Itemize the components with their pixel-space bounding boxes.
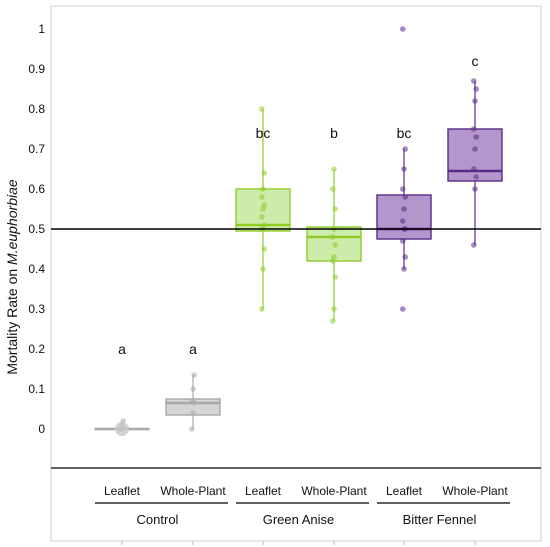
data-point <box>331 166 337 172</box>
significance-letter: bc <box>256 125 271 141</box>
box <box>376 194 432 240</box>
data-point <box>261 170 268 176</box>
data-point <box>471 78 477 84</box>
x-category-label: Whole-Plant <box>160 484 226 498</box>
data-point <box>259 306 265 312</box>
group-label: Green Anise <box>263 512 335 527</box>
data-point <box>259 214 265 220</box>
group-label: Control <box>137 512 179 527</box>
data-point <box>471 166 477 172</box>
data-point <box>260 186 266 192</box>
data-point <box>471 126 477 132</box>
y-tick-label: 0.1 <box>28 382 45 396</box>
data-point <box>400 218 406 224</box>
x-category-label: Leaflet <box>245 484 282 498</box>
y-tick-label: 0.5 <box>28 222 45 236</box>
data-point <box>331 306 337 312</box>
data-point <box>330 186 336 192</box>
data-point <box>401 166 407 172</box>
data-point <box>332 206 339 212</box>
significance-letter: b <box>330 125 338 141</box>
data-point <box>330 318 336 324</box>
significance-letter: a <box>189 341 197 357</box>
y-tick-label: 0 <box>38 422 45 436</box>
y-tick-label: 0.8 <box>28 102 45 116</box>
data-point <box>261 222 268 228</box>
y-tick-label: 0.9 <box>28 62 45 76</box>
significance-letter: bc <box>397 125 412 141</box>
y-axis-label: Mortality Rate on M.euphorbiae <box>4 179 20 375</box>
data-point <box>331 254 337 260</box>
y-tick-label: 1 <box>38 22 45 36</box>
data-point <box>330 234 336 240</box>
data-point <box>401 266 407 272</box>
data-point <box>189 398 195 404</box>
x-category-label: Whole-Plant <box>301 484 367 498</box>
data-point <box>259 194 265 200</box>
y-tick-label: 0.6 <box>28 182 45 196</box>
x-category-label: Leaflet <box>104 484 141 498</box>
data-point <box>332 274 339 280</box>
y-tick-label: 0.7 <box>28 142 45 156</box>
significance-letter: a <box>118 341 126 357</box>
data-point <box>400 306 406 312</box>
group-label: Bitter Fennel <box>403 512 477 527</box>
data-point <box>471 242 477 248</box>
data-point <box>115 422 129 436</box>
y-tick-label: 0.2 <box>28 342 45 356</box>
data-point <box>190 386 196 392</box>
data-point <box>473 174 480 180</box>
data-point <box>402 146 409 152</box>
data-point <box>261 246 268 252</box>
x-category-label: Leaflet <box>386 484 423 498</box>
data-point <box>400 186 406 192</box>
plot-frame <box>50 5 542 542</box>
data-point <box>191 372 197 378</box>
y-tick-label: 0.4 <box>28 262 45 276</box>
data-point <box>473 134 480 140</box>
data-point <box>401 206 407 212</box>
data-point <box>402 254 409 260</box>
y-tick-label: 0.3 <box>28 302 45 316</box>
data-point <box>400 238 406 244</box>
data-point <box>259 106 265 112</box>
data-point <box>261 202 268 208</box>
significance-letter: c <box>472 53 479 69</box>
data-point <box>332 242 339 248</box>
data-point <box>402 194 409 200</box>
y-axis-label-species: M.euphorbiae <box>4 179 20 265</box>
data-point <box>473 86 480 92</box>
data-point <box>472 98 478 104</box>
data-point <box>400 26 406 32</box>
data-point <box>472 186 478 192</box>
data-point <box>190 410 196 416</box>
data-point <box>260 266 266 272</box>
y-axis-label-prefix: Mortality Rate on <box>4 265 20 375</box>
x-category-label: Whole-Plant <box>442 484 508 498</box>
data-point <box>472 146 478 152</box>
data-point <box>189 426 195 432</box>
plot-area: 0 0.1 0.2 0.3 0.4 0.5 0.6 0.7 0.8 0.9 1 a Leaflet a Wh… <box>28 22 541 545</box>
